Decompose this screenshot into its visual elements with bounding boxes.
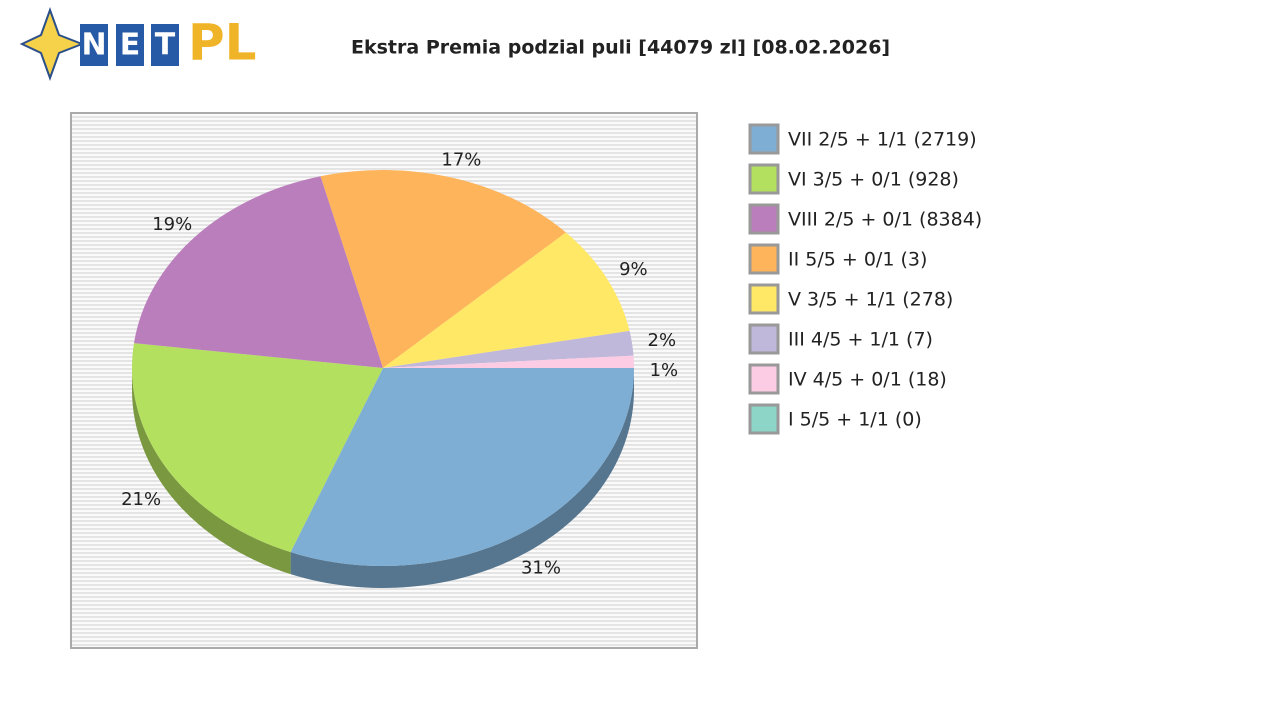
legend-label: II 5/5 + 0/1 (3)	[788, 249, 927, 271]
logo-box	[116, 24, 144, 66]
legend-label: IV 4/5 + 0/1 (18)	[788, 369, 947, 391]
slice-side	[132, 368, 291, 575]
slice	[320, 170, 566, 368]
slice	[383, 232, 630, 368]
data-label: 9%	[619, 259, 648, 280]
legend-swatch	[748, 323, 780, 355]
data-label: 31%	[521, 558, 561, 579]
logo-letter: N	[81, 28, 106, 63]
data-label: 19%	[152, 214, 192, 235]
legend-swatch	[748, 243, 780, 275]
legend-swatch	[748, 283, 780, 315]
data-label: 1%	[650, 360, 679, 381]
slice	[290, 368, 634, 566]
logo-suffix: PL	[188, 14, 257, 72]
logo-box	[80, 24, 108, 66]
legend-label: VII 2/5 + 1/1 (2719)	[788, 129, 977, 151]
slice	[383, 330, 634, 368]
logo-star	[19, 7, 85, 81]
legend-swatch	[748, 123, 780, 155]
logo: N E T PL	[19, 7, 257, 81]
logo-letter: T	[155, 28, 176, 63]
slice	[383, 355, 634, 368]
legend-label: I 5/5 + 1/1 (0)	[788, 409, 922, 431]
data-label: 2%	[648, 330, 677, 351]
chart-title: Ekstra Premia podzial puli [44079 zl] [0…	[351, 37, 890, 59]
logo-letter: E	[120, 28, 141, 63]
legend-label: III 4/5 + 1/1 (7)	[788, 329, 933, 351]
legend-swatch	[748, 163, 780, 195]
legend-label: V 3/5 + 1/1 (278)	[788, 289, 953, 311]
logo-box	[151, 24, 179, 66]
legend-swatch	[748, 203, 780, 235]
legend-label: VI 3/5 + 0/1 (928)	[788, 169, 959, 191]
slice	[133, 176, 383, 368]
legend-swatch	[748, 363, 780, 395]
legend-label: VIII 2/5 + 0/1 (8384)	[788, 209, 982, 231]
data-label: 21%	[121, 489, 161, 510]
data-label: 17%	[441, 150, 481, 171]
slice-side	[290, 368, 634, 589]
slice	[132, 343, 383, 553]
legend-swatch	[748, 403, 780, 435]
